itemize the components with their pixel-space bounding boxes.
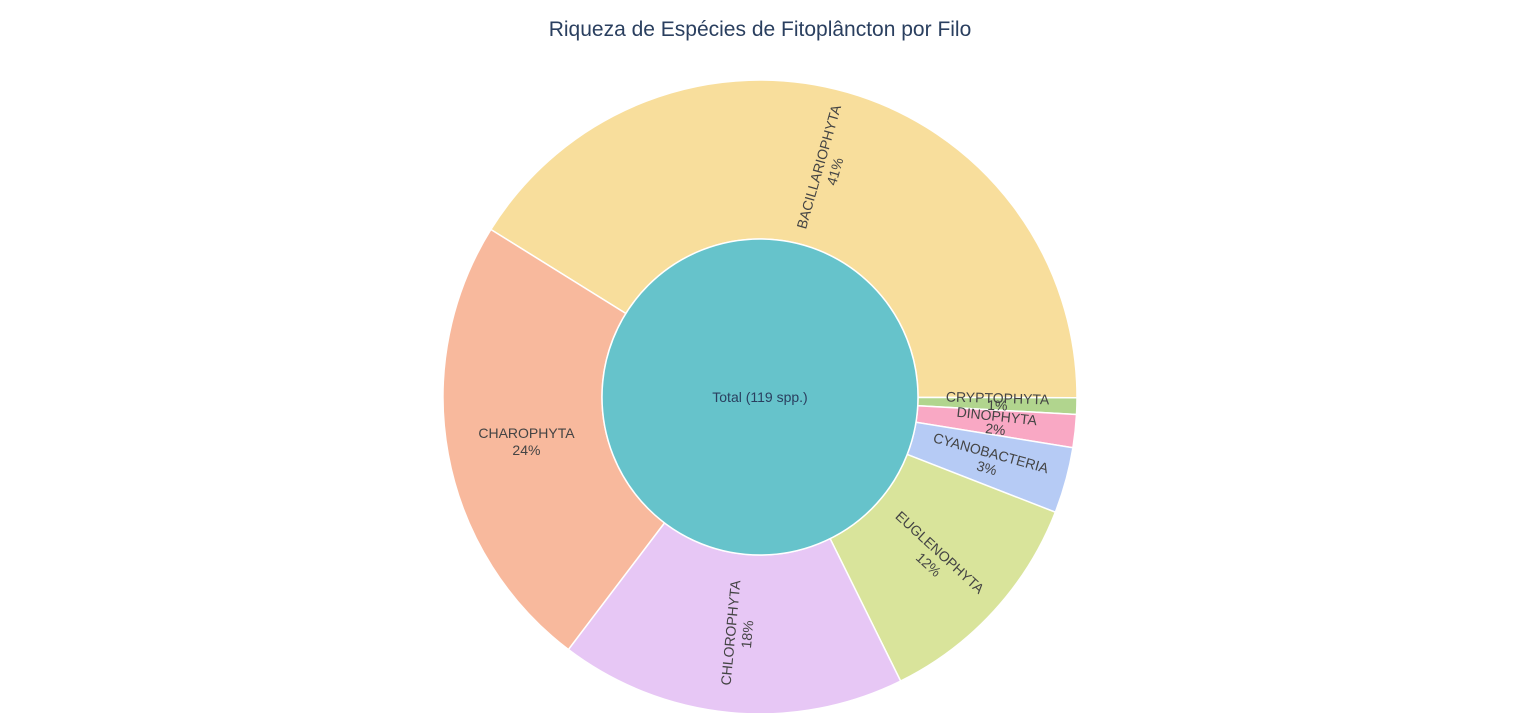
chart-title: Riqueza de Espécies de Fitoplâncton por …	[548, 18, 972, 41]
segment-percent-label: 18%	[738, 620, 757, 649]
segment-percent-label: 24%	[512, 442, 540, 458]
segments-layer	[442, 79, 1078, 713]
segment-name-label: CRYPTOPHYTA	[946, 388, 1051, 407]
segment-percent-label: 1%	[987, 397, 1008, 414]
root-segment[interactable]	[601, 238, 919, 556]
segment-name-label: CHAROPHYTA	[478, 425, 575, 441]
root-label: Total (119 spp.)	[712, 389, 807, 405]
segment-percent-label: 2%	[984, 420, 1006, 438]
segment-percent-label: 41%	[823, 156, 846, 187]
segment-percent-label: 3%	[975, 457, 999, 478]
